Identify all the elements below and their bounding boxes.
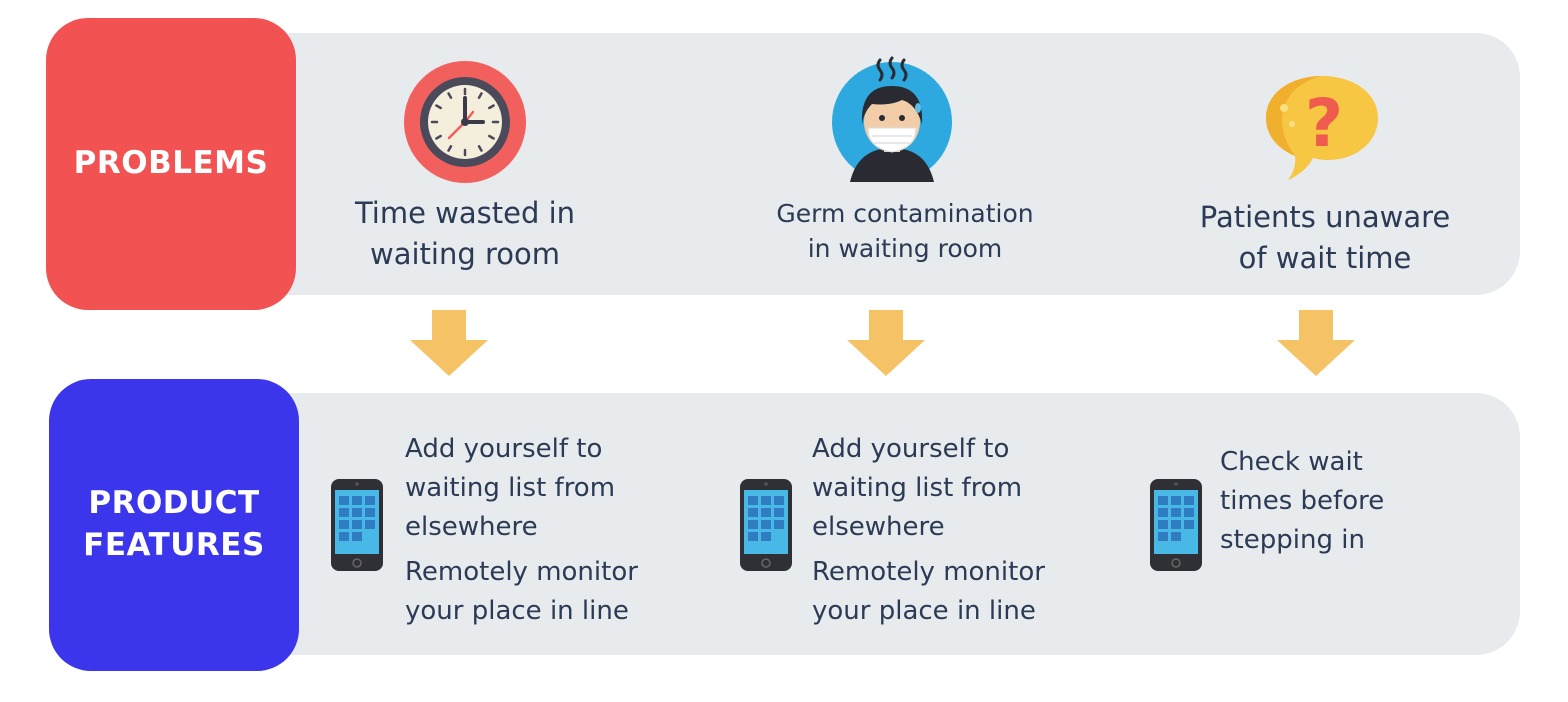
feature-remote-monitor-1-text: Remotely monitor your place in line [405, 553, 638, 631]
product-features-label-text: PRODUCT FEATURES [83, 483, 265, 567]
problem-germ-contamination: Germ contamination in waiting room [745, 196, 1065, 266]
down-arrow-icon [410, 310, 488, 376]
svg-text:?: ? [1305, 85, 1343, 162]
feature-remote-monitor-2-text: Remotely monitor your place in line [812, 553, 1045, 631]
feature-remote-waitlist-2-text: Add yourself to waiting list from elsewh… [812, 430, 1045, 547]
phone-icon [740, 479, 792, 571]
problem-time-wasted-line1: Time wasted in [354, 196, 576, 230]
feature-remote-waitlist-1: Add yourself to waiting list from elsewh… [405, 430, 638, 631]
question-bubble-icon: ? [1266, 76, 1378, 180]
feature-line: Remotely monitor [405, 557, 638, 587]
feature-line: Remotely monitor [812, 557, 1045, 587]
problem-germ-contamination-line2: in waiting room [807, 234, 1003, 263]
feature-check-wait-times: Check wait times before stepping in [1220, 443, 1384, 560]
phone-icon [1150, 479, 1202, 571]
features-band [250, 393, 1520, 655]
down-arrow-icon [1277, 310, 1355, 376]
problems-label-text: PROBLEMS [73, 145, 269, 182]
problem-germ-contamination-line1: Germ contamination [776, 199, 1034, 228]
feature-line: your place in line [405, 596, 629, 626]
problem-unaware-wait-time-line1: Patients unaware [1199, 200, 1451, 234]
feature-line: Check wait [1220, 447, 1363, 477]
masked-person-icon [832, 56, 952, 182]
problems-label: PROBLEMS [46, 18, 296, 310]
feature-remote-waitlist-1-text: Add yourself to waiting list from elsewh… [405, 430, 638, 547]
feature-line: waiting list from [812, 473, 1023, 503]
feature-line: Add yourself to [405, 434, 603, 464]
feature-line: waiting list from [405, 473, 616, 503]
problem-time-wasted-line2: waiting room [369, 236, 560, 271]
problem-unaware-wait-time-line2: of wait time [1238, 240, 1412, 275]
feature-line: elsewhere [812, 512, 945, 542]
problem-time-wasted: Time wasted in waiting room [330, 193, 600, 274]
product-features-label-line2: FEATURES [83, 527, 265, 563]
feature-remote-waitlist-2: Add yourself to waiting list from elsewh… [812, 430, 1045, 631]
feature-line: times before [1220, 486, 1385, 516]
phone-icon [331, 479, 383, 571]
feature-line: Add yourself to [812, 434, 1010, 464]
clock-icon [404, 61, 526, 183]
feature-check-wait-times-text: Check wait times before stepping in [1220, 443, 1384, 560]
product-features-label-line1: PRODUCT [88, 485, 260, 522]
feature-line: elsewhere [405, 512, 538, 542]
feature-line: stepping in [1220, 525, 1365, 555]
product-features-label: PRODUCT FEATURES [49, 379, 299, 671]
feature-line: your place in line [812, 596, 1036, 626]
problem-unaware-wait-time: Patients unaware of wait time [1170, 197, 1480, 278]
down-arrow-icon [847, 310, 925, 376]
